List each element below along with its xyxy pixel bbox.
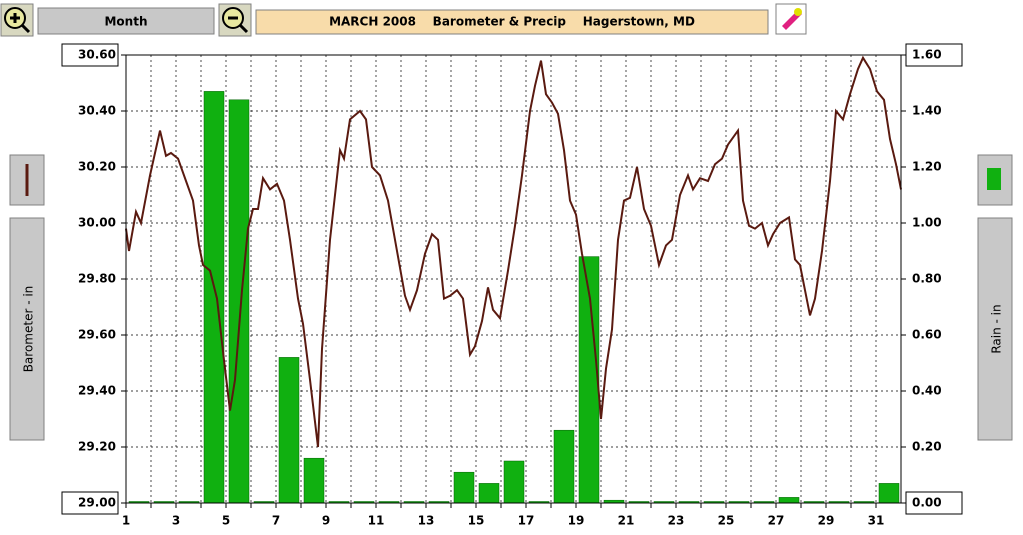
title-box <box>255 9 769 35</box>
y-tick-label: 0.00 <box>912 496 942 510</box>
rain-bar <box>503 460 525 504</box>
rain-bar <box>453 471 475 504</box>
rain-axis-frame <box>977 217 1013 441</box>
tick-label-box <box>61 491 119 515</box>
plot-border <box>125 54 902 504</box>
x-tick-label: 5 <box>222 514 230 528</box>
x-tick-label: 23 <box>668 514 685 528</box>
rain-bar <box>553 429 575 504</box>
y-axis-label: Barometer - in <box>22 286 36 373</box>
month-button[interactable]: Month <box>37 7 215 35</box>
x-tick-label: 3 <box>172 514 180 528</box>
y-tick-label: 29.40 <box>78 384 116 398</box>
rain-bar <box>478 483 500 504</box>
zoom-out-button[interactable] <box>218 3 252 37</box>
y-tick-label: 0.40 <box>912 384 942 398</box>
x-tick-label: 15 <box>468 514 485 528</box>
y-tick-label: 0.80 <box>912 272 942 286</box>
x-tick-label: 11 <box>368 514 385 528</box>
y-tick-label: 29.60 <box>78 328 116 342</box>
month-button-frame <box>37 7 215 35</box>
x-tick-label: 7 <box>272 514 280 528</box>
tick-label-box <box>905 43 963 67</box>
month-button-label: Month <box>104 15 147 29</box>
x-tick-label: 1 <box>122 514 130 528</box>
x-tick-label: 21 <box>618 514 635 528</box>
color-button-dot <box>794 8 802 16</box>
y-tick-label: 30.20 <box>78 160 116 174</box>
y-tick-label: 30.40 <box>78 104 116 118</box>
x-tick-label: 19 <box>568 514 585 528</box>
y-tick-label: 1.60 <box>912 48 942 62</box>
zoom-in-glyph <box>10 13 31 34</box>
y-tick-label: 0.60 <box>912 328 942 342</box>
baro-legend-button[interactable] <box>9 154 45 206</box>
y-tick-label: 30.60 <box>78 48 116 62</box>
rain-legend-button[interactable] <box>977 154 1013 206</box>
zoom-in-button[interactable] <box>0 3 34 37</box>
y-tick-label: 1.40 <box>912 104 942 118</box>
tick-label-box <box>61 43 119 67</box>
x-tick-label: 17 <box>518 514 535 528</box>
y-tick-label: 29.20 <box>78 440 116 454</box>
x-tick-label: 27 <box>768 514 785 528</box>
zoom-out-glyph <box>228 16 249 34</box>
rain-axis-button[interactable]: Rain - in <box>977 217 1013 441</box>
y-tick-label: 29.00 <box>78 496 116 510</box>
rain-bar <box>278 357 300 504</box>
rain-bar <box>228 99 250 504</box>
color-button[interactable] <box>775 3 807 35</box>
barometer-line <box>125 55 902 448</box>
tick-label-box <box>905 491 963 515</box>
y-tick-label: 29.80 <box>78 272 116 286</box>
y-tick-label: 1.20 <box>912 160 942 174</box>
rain-bar <box>778 497 800 504</box>
baro-axis-button[interactable]: Barometer - in <box>9 217 45 441</box>
rain-bar <box>303 457 325 504</box>
y-tick-label: 1.00 <box>912 216 942 230</box>
x-tick-label: 9 <box>322 514 330 528</box>
rain-bar <box>203 91 225 504</box>
y-tick-label: 30.00 <box>78 216 116 230</box>
x-tick-label: 13 <box>418 514 435 528</box>
baro-axis-frame <box>9 217 45 441</box>
y2-axis-label: Rain - in <box>990 304 1004 353</box>
chart-title: MARCH 2008 Barometer & Precip Hagerstown… <box>329 15 695 29</box>
x-tick-label: 25 <box>718 514 735 528</box>
rain-bar <box>878 483 900 504</box>
y-tick-label: 0.20 <box>912 440 942 454</box>
plot: 1 3 5 7 9 11 13 15 17 19 21 23 25 27 29 3129.0029.2029.… <box>61 43 963 528</box>
x-tick-label: 29 <box>818 514 835 528</box>
x-tick-label: 31 <box>868 514 885 528</box>
rain-legend-swatch <box>987 168 1001 190</box>
